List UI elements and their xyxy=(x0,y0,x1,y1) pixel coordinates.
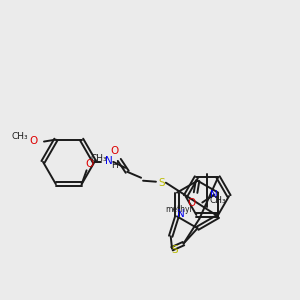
Text: CH₃: CH₃ xyxy=(90,154,107,163)
Text: S: S xyxy=(172,245,178,255)
Text: O: O xyxy=(188,197,196,208)
Text: N: N xyxy=(104,156,112,166)
Text: H: H xyxy=(111,161,118,170)
Text: N: N xyxy=(210,190,218,200)
Text: N: N xyxy=(177,209,185,219)
Text: methyl: methyl xyxy=(166,205,192,214)
Text: S: S xyxy=(159,178,165,188)
Text: O: O xyxy=(30,136,38,146)
Text: CH₃: CH₃ xyxy=(11,132,28,141)
Text: CH₃: CH₃ xyxy=(209,196,226,205)
Text: O: O xyxy=(85,159,94,170)
Text: O: O xyxy=(110,146,118,156)
